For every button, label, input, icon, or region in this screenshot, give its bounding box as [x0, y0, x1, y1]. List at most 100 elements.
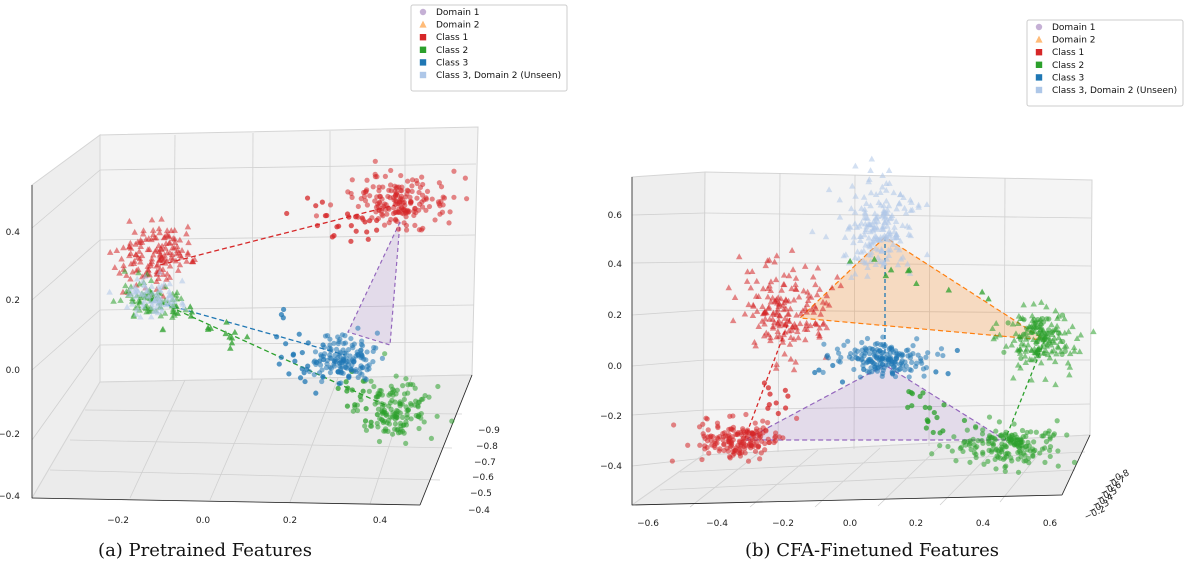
class3-unseen-point	[915, 201, 922, 208]
class1-domain2-point	[771, 318, 778, 325]
class1-domain2-point	[749, 312, 757, 319]
class2-domain1-point	[1035, 330, 1041, 336]
class1-domain2-point	[150, 251, 157, 258]
class1-domain2-point	[162, 240, 170, 247]
class1-domain2-point	[828, 284, 836, 291]
class2-domain1-point	[388, 406, 394, 412]
class3-domain1-point	[280, 306, 287, 313]
class3-unseen-point	[901, 204, 908, 211]
class1-domain1-point	[756, 435, 762, 441]
class3-domain1-point	[915, 352, 921, 358]
legend-marker	[419, 71, 427, 79]
class3-unseen-point	[137, 291, 145, 297]
class1-domain2-point	[755, 293, 762, 300]
class1-domain2-point	[803, 301, 811, 308]
class3-domain1-point	[864, 335, 871, 342]
class1-domain1-point	[447, 209, 453, 215]
class1-domain2-point	[801, 263, 809, 269]
class1-domain1-point	[436, 201, 442, 207]
class3-domain1-point	[925, 350, 931, 356]
class2-domain1-point	[1025, 439, 1031, 446]
class2-domain1-point	[1025, 335, 1031, 341]
class1-domain2-point	[773, 252, 781, 259]
grid-line	[31, 239, 101, 301]
class1-domain1-point	[404, 187, 411, 193]
class3-unseen-point	[861, 208, 869, 215]
class1-domain2-point	[176, 236, 184, 243]
class3-domain1-point	[857, 374, 863, 380]
class1-domain1-point	[709, 442, 715, 448]
class2-domain2-point	[1009, 320, 1017, 327]
class2-domain1-point	[1046, 340, 1052, 346]
class3-unseen-point	[841, 233, 849, 240]
class3-domain1-point	[871, 349, 878, 355]
class1-domain2-point	[793, 311, 800, 318]
class3-unseen-point	[149, 289, 157, 296]
class3-unseen-point	[158, 307, 166, 314]
class1-domain1-point	[785, 393, 791, 399]
class2-domain1-point	[350, 408, 356, 414]
class2-domain2-point	[161, 309, 169, 316]
class3-unseen-point	[167, 298, 175, 305]
class3-unseen-point	[151, 297, 158, 303]
class3-domain1-point	[851, 366, 857, 373]
class1-domain2-point	[745, 301, 752, 308]
x-tick-label: −0.2	[772, 519, 794, 529]
class2-domain2-point	[1014, 320, 1022, 326]
class1-domain2-point	[145, 235, 153, 241]
class3-unseen-point	[871, 210, 879, 217]
class2-domain1-point	[909, 403, 915, 409]
class3-domain1-point	[880, 349, 886, 356]
class3-unseen-point	[880, 259, 888, 266]
class3-domain1-point	[346, 374, 352, 381]
class2-domain1-point	[1025, 455, 1031, 462]
class3-unseen-point	[891, 223, 898, 230]
class3-domain1-point	[278, 354, 284, 360]
z-tick-label: 0.2	[608, 311, 622, 321]
class1-domain2-point	[780, 281, 788, 288]
legend-label: Class 1	[436, 33, 468, 43]
grid-line	[99, 163, 477, 171]
class2-domain1-point	[400, 383, 406, 389]
legend-marker	[419, 46, 427, 53]
class1-domain1-point	[353, 228, 359, 234]
class3-domain1-point	[335, 341, 341, 347]
class1-domain2-point	[812, 281, 819, 288]
class3-domain1-point	[374, 330, 380, 336]
class1-domain2-point	[174, 247, 181, 253]
class1-domain2-point	[138, 252, 146, 259]
class2-domain1-point	[1003, 463, 1009, 469]
class1-domain1-point	[760, 425, 766, 431]
grid-line	[631, 261, 706, 264]
class3-domain1-point	[335, 369, 341, 375]
class2-domain1-point	[1059, 312, 1066, 318]
class3-domain1-point	[336, 380, 342, 387]
class3-domain1-point	[348, 335, 354, 342]
legend-label: Class 2	[1052, 61, 1084, 71]
class1-domain2-point	[774, 305, 781, 312]
class1-domain1-point	[462, 175, 468, 181]
class1-domain2-point	[767, 287, 774, 293]
class3-domain1-point	[907, 355, 914, 361]
class1-domain1-point	[669, 458, 675, 464]
class1-domain2-point	[126, 217, 133, 224]
class1-domain2-point	[126, 243, 133, 250]
class3-unseen-point	[866, 221, 873, 228]
class1-domain1-point	[728, 443, 735, 449]
class1-domain2-point	[825, 301, 833, 308]
class2-domain2-point	[228, 339, 236, 346]
class1-domain1-point	[463, 196, 470, 202]
class1-domain2-point	[184, 250, 192, 257]
class3-domain1-point	[933, 369, 939, 375]
grid-line	[749, 449, 819, 508]
class2-domain1-point	[388, 383, 394, 389]
class2-domain1-point	[1002, 468, 1008, 474]
x-tick-label: 0.6	[1043, 519, 1058, 529]
class2-domain1-point	[975, 438, 981, 444]
class2-domain1-point	[382, 351, 388, 357]
class1-domain1-point	[402, 207, 408, 213]
class2-domain2-point	[1012, 330, 1020, 337]
class2-domain2-point	[1048, 321, 1055, 328]
class1-domain2-point	[812, 319, 819, 326]
class2-domain2-point	[222, 330, 230, 337]
